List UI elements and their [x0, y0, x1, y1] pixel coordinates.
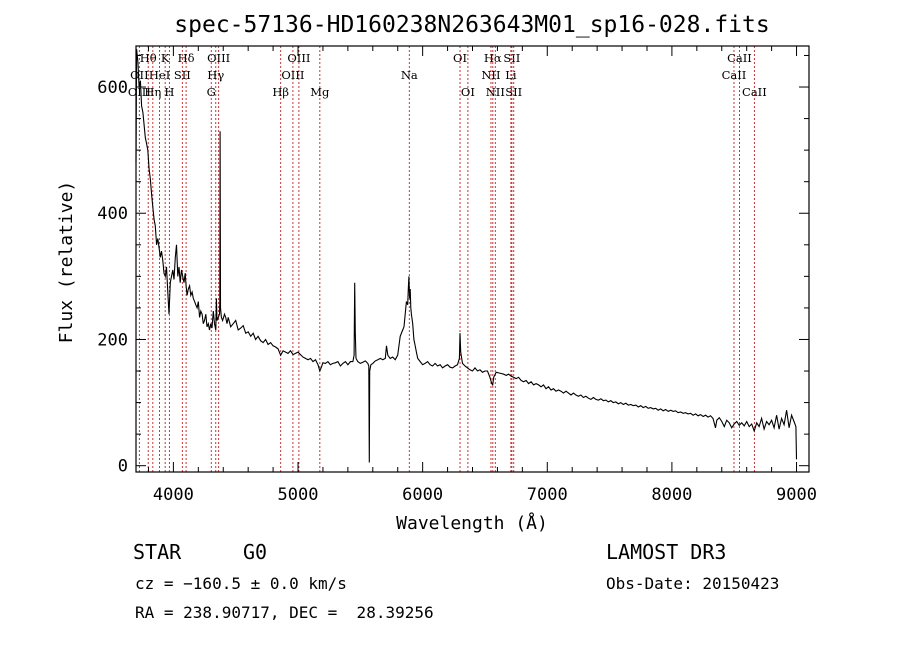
- marker-label-17: OI: [453, 51, 467, 65]
- marker-label-15: Mg: [310, 85, 330, 99]
- marker-label-14: OIII: [281, 68, 304, 82]
- marker-label-1: OII: [130, 68, 149, 82]
- marker-label-25: CaII: [727, 51, 752, 65]
- plot-frame: [136, 46, 809, 472]
- marker-label-27: CaII: [742, 85, 767, 99]
- marker-label-11: G: [207, 85, 216, 99]
- chart-title: spec-57136-HD160238N263643M01_sp16-028.f…: [174, 12, 769, 38]
- x-tick-label-5000: 5000: [278, 485, 319, 505]
- marker-label-5: Hη: [144, 85, 161, 99]
- marker-label-16: Na: [401, 68, 418, 82]
- x-tick-label-7000: 7000: [527, 485, 568, 505]
- x-tick-label-9000: 9000: [776, 485, 817, 505]
- redshift-readout: cz = −160.5 ± 0.0 km/s: [135, 574, 347, 593]
- axis-ticks: [136, 46, 809, 472]
- marker-label-21: NII: [481, 68, 500, 82]
- marker-label-13: OIII: [287, 51, 310, 65]
- marker-label-0: Hθ: [140, 51, 157, 65]
- object-subclass: G0: [243, 540, 267, 564]
- marker-label-26: CaII: [722, 68, 747, 82]
- marker-label-23: NII: [486, 85, 505, 99]
- observation-date: Obs-Date: 20150423: [606, 574, 779, 593]
- marker-label-20: SII: [503, 51, 520, 65]
- marker-label-12: Hβ: [272, 85, 289, 99]
- marker-label-9: OIII: [207, 51, 230, 65]
- marker-label-18: OI: [461, 85, 475, 99]
- x-tick-label-4000: 4000: [153, 485, 194, 505]
- x-axis-label: Wavelength (Å): [396, 512, 548, 534]
- marker-label-22: Li: [505, 68, 517, 82]
- marker-label-6: SII: [174, 68, 191, 82]
- x-tick-label-6000: 6000: [402, 485, 443, 505]
- survey-name: LAMOST DR3: [606, 540, 726, 564]
- marker-label-3: K: [161, 51, 170, 65]
- marker-label-7: H: [164, 85, 174, 99]
- y-axis-label: Flux (relative): [56, 181, 77, 344]
- y-tick-label-200: 200: [97, 330, 128, 350]
- marker-label-19: Hα: [484, 51, 502, 65]
- marker-label-10: Hγ: [207, 68, 224, 82]
- axis-tick-labels: 4000 5000 6000 7000 8000 9000 0 200 400 600: [97, 78, 817, 505]
- y-tick-label-400: 400: [97, 204, 128, 224]
- spectrum-series-line: [136, 49, 797, 462]
- y-tick-label-600: 600: [97, 78, 128, 98]
- x-tick-label-8000: 8000: [651, 485, 692, 505]
- marker-label-4: HeI: [149, 68, 170, 82]
- marker-label-8: Hδ: [178, 51, 195, 65]
- y-tick-label-0: 0: [118, 457, 128, 477]
- marker-label-24: SII: [505, 85, 522, 99]
- object-class: STAR: [133, 540, 181, 564]
- coordinates-readout: RA = 238.90717, DEC = 28.39256: [135, 603, 434, 622]
